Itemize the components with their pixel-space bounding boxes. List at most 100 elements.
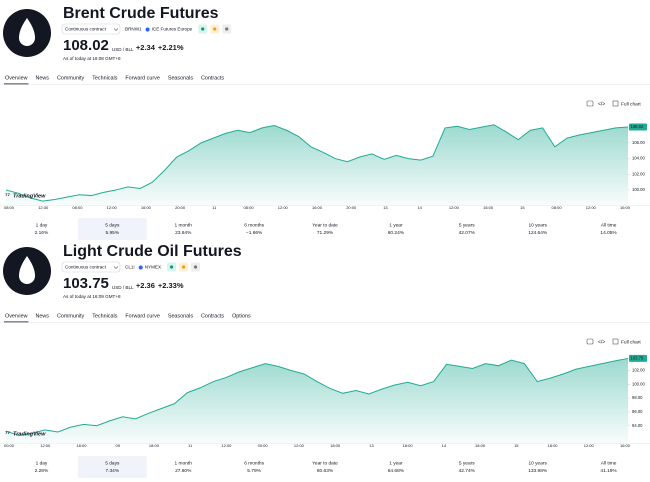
tab[interactable]: Contracts [201, 75, 224, 81]
tab[interactable]: Community [57, 313, 85, 319]
change: +2.34 [136, 43, 156, 52]
y-tick-label: 104.00 [632, 156, 645, 161]
y-tick-label: 100.00 [632, 187, 645, 192]
performance-cell[interactable] [574, 456, 643, 478]
badge-dot [181, 265, 186, 269]
tab[interactable]: Forward curve [125, 75, 159, 81]
performance-cell[interactable] [7, 456, 76, 478]
tab[interactable]: Seasonals [168, 313, 193, 319]
performance-cell[interactable] [78, 218, 147, 240]
performance-cell[interactable] [78, 456, 147, 478]
fullscreen-icon[interactable] [612, 338, 619, 345]
tab[interactable]: Contracts [201, 313, 224, 319]
price: 108.02 [63, 37, 109, 54]
performance-cell[interactable] [149, 456, 218, 478]
tab[interactable]: Technicals [92, 313, 117, 319]
performance-value: −1.66% [246, 230, 263, 236]
performance-period: 10 years [528, 460, 547, 466]
logo-drop [19, 18, 35, 46]
performance-cell[interactable] [291, 456, 360, 478]
performance-cell[interactable] [574, 218, 643, 240]
x-tick-label: 12:00 [107, 205, 118, 210]
x-tick-label: 12:00 [294, 443, 305, 448]
full-chart[interactable]: Full chart [621, 339, 641, 345]
performance-cell[interactable] [361, 456, 430, 478]
performance-cell[interactable] [432, 218, 501, 240]
performance-value: 2.28% [35, 468, 49, 474]
camera-icon[interactable] [586, 338, 594, 345]
x-tick-label: 00:00 [258, 443, 269, 448]
performance-period: 1 month [175, 460, 193, 466]
badge-dot [169, 265, 174, 269]
logo-drop [19, 256, 35, 284]
performance-cell[interactable] [220, 218, 289, 240]
x-tick-label: 08:00 [244, 205, 255, 210]
x-tick-label: 13 [369, 443, 374, 448]
performance-value: 42.07% [459, 230, 476, 236]
performance-period: 10 years [528, 222, 547, 228]
price: 103.75 [63, 275, 109, 292]
performance-value: 80.63% [317, 468, 334, 474]
fullscreen-icon[interactable] [612, 100, 619, 107]
x-tick-label: 16:00 [312, 205, 323, 210]
contract-select[interactable] [61, 261, 121, 273]
exchange-dot [138, 265, 143, 270]
performance-value: 2.16% [35, 230, 49, 236]
tradingview-logo: TradingView [13, 193, 46, 199]
exchange-dot [145, 27, 150, 32]
performance-cell[interactable] [7, 218, 76, 240]
tab[interactable]: Seasonals [168, 75, 193, 81]
embed-icon[interactable]: </> [598, 339, 605, 345]
performance-period: 6 months [244, 222, 264, 228]
performance-value: 7.34% [106, 468, 120, 474]
performance-value: 42.74% [459, 468, 476, 474]
change-percent: +2.21% [158, 43, 184, 52]
x-tick-label: 20:00 [346, 205, 357, 210]
performance-cell[interactable] [503, 456, 572, 478]
tab[interactable]: News [35, 313, 49, 319]
tab[interactable]: News [35, 75, 49, 81]
exchange: ICE Futures Europe [152, 27, 193, 32]
camera-icon[interactable] [586, 100, 594, 107]
change-percent: +2.33% [158, 281, 184, 290]
performance-selected [77, 456, 147, 478]
tab[interactable]: Overview [5, 75, 28, 81]
x-tick-label: 09 [115, 443, 120, 448]
symbol-code: CL1! [125, 265, 135, 270]
tab[interactable]: Options [232, 313, 251, 319]
performance-cell[interactable] [432, 456, 501, 478]
change: +2.36 [136, 281, 155, 290]
x-tick-label: 12:00 [449, 205, 460, 210]
badge-dot [213, 27, 217, 31]
performance-period: 5 years [459, 222, 475, 228]
performance-period: 5 years [459, 460, 475, 466]
performance-period: 1 year [389, 460, 403, 466]
x-tick-label: 14 [417, 205, 422, 210]
tab[interactable]: Technicals [92, 75, 117, 81]
tab[interactable]: Forward curve [125, 313, 159, 319]
performance-cell[interactable] [149, 218, 218, 240]
full-chart[interactable]: Full chart [621, 101, 641, 107]
x-tick-label: 11 [188, 443, 193, 448]
x-tick-label: 12:00 [584, 443, 595, 448]
x-tick-label: 18:00 [475, 443, 486, 448]
x-tick-label: 08:00 [552, 205, 563, 210]
performance-cell[interactable] [361, 218, 430, 240]
performance-value: 14.05% [600, 230, 617, 236]
last-price-box [629, 123, 647, 131]
performance-cell[interactable] [220, 456, 289, 478]
performance-value: 5.79% [247, 468, 261, 474]
performance-period: Year to date [312, 222, 338, 228]
price-line [5, 124, 629, 202]
performance-period: 6 months [244, 460, 264, 466]
x-tick-label: 18:00 [76, 443, 87, 448]
tab[interactable]: Community [57, 75, 85, 81]
x-tick-label: 18:00 [403, 443, 414, 448]
embed-icon[interactable]: </> [598, 101, 605, 107]
performance-cell[interactable] [503, 218, 572, 240]
performance-cell[interactable] [291, 218, 360, 240]
contract-select[interactable] [61, 23, 121, 35]
tab[interactable]: Overview [5, 313, 28, 319]
performance-value: 5.95% [106, 230, 120, 236]
performance-value: 23.94% [175, 230, 192, 236]
